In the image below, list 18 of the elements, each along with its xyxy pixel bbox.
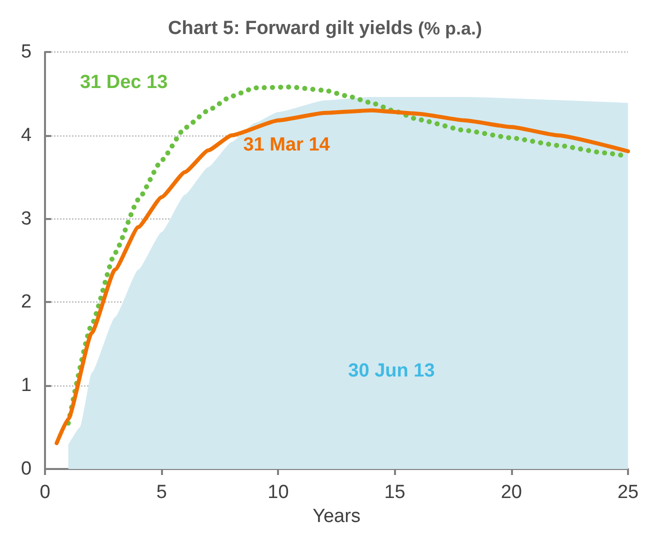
y-tick-label: 2 — [21, 292, 32, 313]
x-tick-label: 25 — [617, 482, 639, 503]
y-tick-label: 0 — [21, 458, 32, 480]
x-tick-label: 5 — [156, 482, 167, 503]
chart-title: Chart 5: Forward gilt yields — [168, 18, 413, 39]
x-tick-label: 0 — [40, 482, 50, 503]
y-tick-label: 4 — [21, 124, 32, 146]
x-tick-label: 10 — [268, 482, 289, 503]
text: 31 Dec 13 — [80, 72, 168, 93]
y-tick-label: 3 — [21, 208, 32, 230]
chart-subtitle: (% p.a.) — [418, 18, 482, 38]
x-tick-label: 20 — [500, 482, 522, 503]
series-label: 30 Jun 13 — [348, 360, 435, 382]
x-tick-label: 15 — [384, 482, 406, 503]
series-label: 31 Mar 14 — [243, 134, 330, 156]
y-tick-label: 5 — [21, 42, 32, 62]
y-tick-label: 1 — [21, 375, 32, 396]
x-axis-title: Years — [312, 506, 360, 527]
